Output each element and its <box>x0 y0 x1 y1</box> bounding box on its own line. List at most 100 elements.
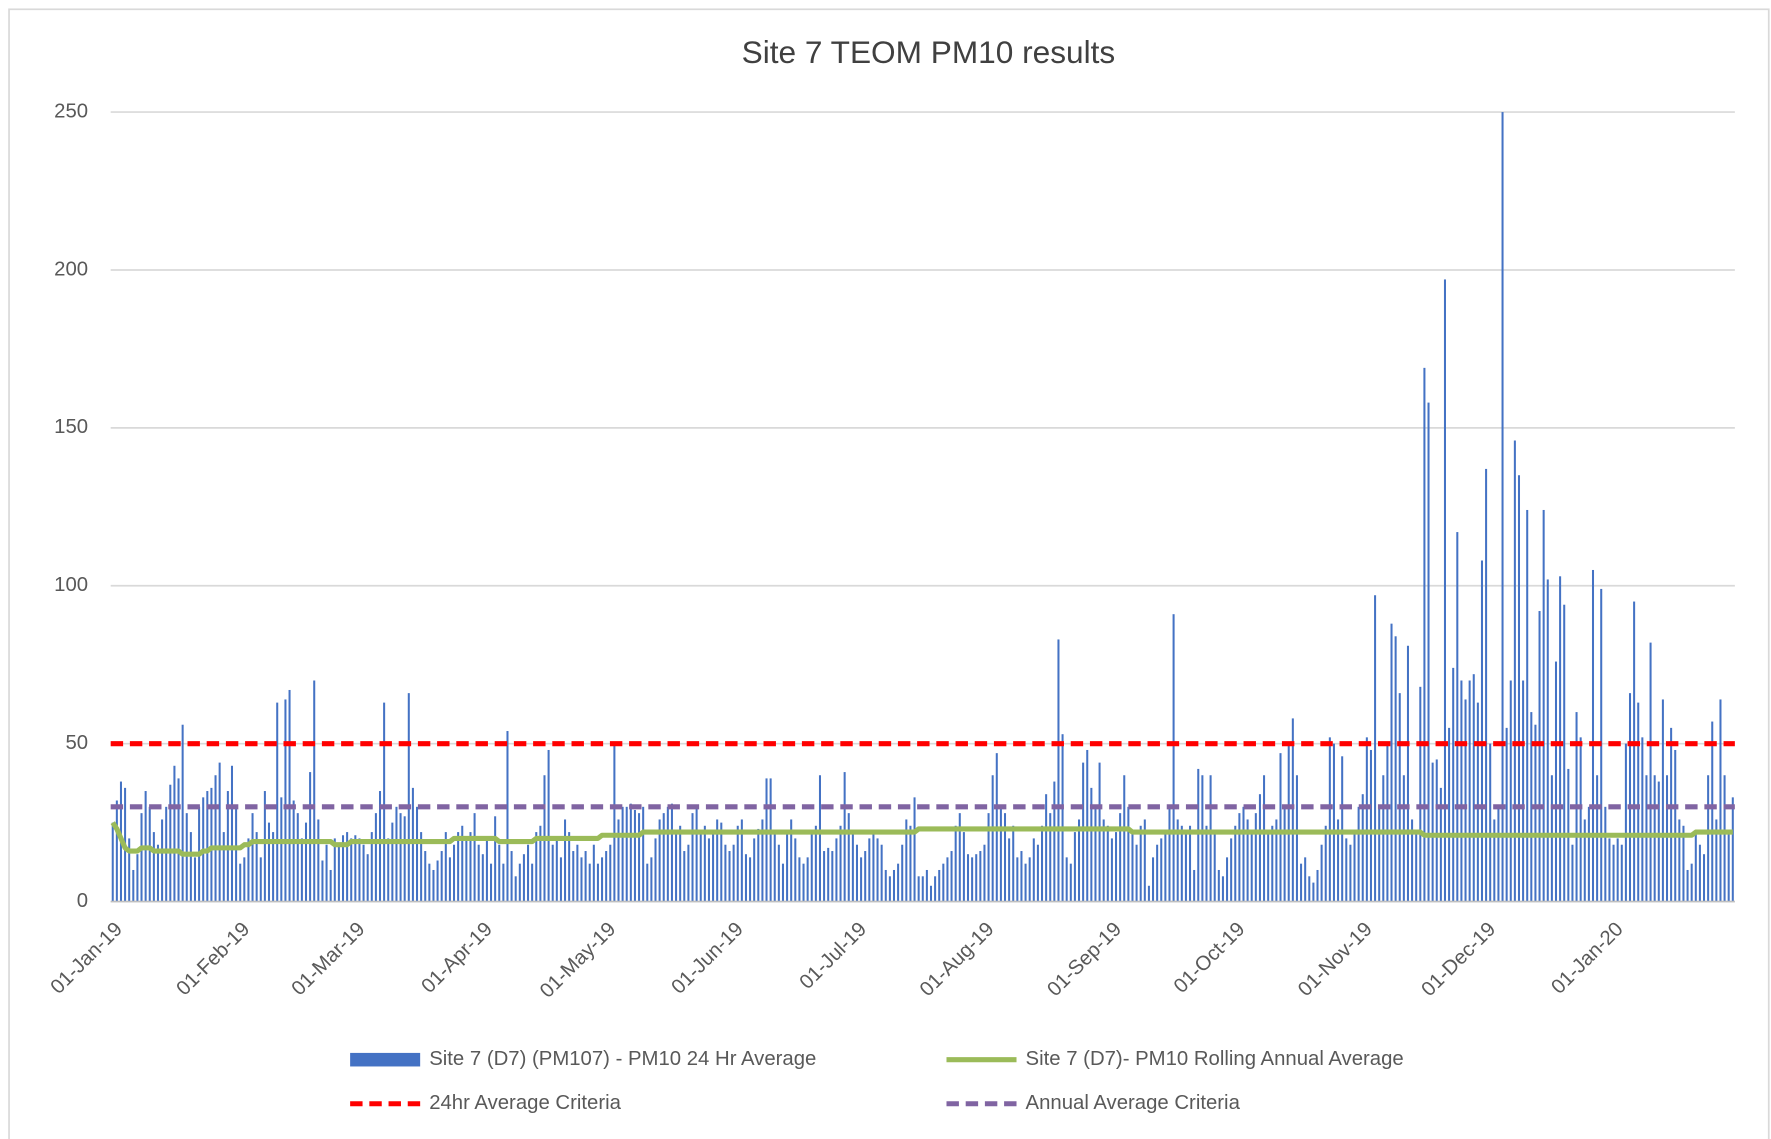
bar <box>913 797 916 902</box>
bar <box>617 819 620 902</box>
bar <box>358 838 361 902</box>
bar <box>1661 699 1664 902</box>
bar <box>247 838 250 902</box>
bar <box>288 689 291 902</box>
bar <box>584 851 587 902</box>
bar <box>321 860 324 902</box>
bar <box>230 765 234 902</box>
bar <box>337 844 340 902</box>
bar <box>1497 806 1500 902</box>
bar <box>839 825 842 902</box>
bar <box>1563 604 1566 902</box>
bar <box>1193 869 1196 902</box>
chart-title: Site 7 TEOM PM10 results <box>742 34 1116 70</box>
bar <box>1263 775 1266 902</box>
bar <box>1069 863 1072 902</box>
bar <box>1378 806 1381 902</box>
bar <box>531 863 534 902</box>
bar <box>1131 832 1134 902</box>
legend: Site 7 (D7) (PM107) - PM10 24 Hr Average… <box>350 1048 1404 1114</box>
bar <box>1707 775 1710 902</box>
bar <box>481 854 484 902</box>
bar <box>387 838 390 902</box>
bar <box>757 828 760 902</box>
bar <box>152 832 155 902</box>
bar <box>1711 721 1714 902</box>
bar <box>132 869 135 902</box>
bar <box>1275 819 1278 902</box>
bar <box>1016 857 1019 902</box>
legend-label: Site 7 (D7)- PM10 Rolling Annual Average <box>1026 1048 1404 1070</box>
bar <box>670 803 673 902</box>
bar <box>564 819 567 902</box>
bar <box>1361 794 1364 902</box>
bar <box>181 724 184 902</box>
bar <box>831 851 834 902</box>
bar <box>1596 775 1599 902</box>
bar <box>1061 734 1064 902</box>
bar <box>1538 611 1541 902</box>
y-tick-label: 0 <box>77 890 88 912</box>
bar <box>292 800 295 902</box>
bar <box>440 851 443 902</box>
bar <box>1423 367 1426 902</box>
bar <box>1156 844 1159 902</box>
bar <box>1300 863 1303 902</box>
bar <box>1160 838 1163 902</box>
bar <box>633 809 636 902</box>
bar <box>749 857 752 902</box>
bar <box>798 857 801 902</box>
bar <box>1045 794 1048 902</box>
bar <box>169 784 172 902</box>
bar <box>378 791 382 902</box>
bar <box>835 838 838 902</box>
legend-label: Annual Average Criteria <box>1026 1092 1241 1114</box>
bar <box>276 702 279 902</box>
bar <box>1106 825 1109 902</box>
bar <box>354 835 357 902</box>
bar <box>625 806 628 902</box>
bar <box>1172 614 1175 902</box>
bar <box>1057 639 1060 902</box>
bar <box>605 851 608 902</box>
bar <box>535 832 538 902</box>
bar <box>1612 844 1615 902</box>
bar <box>296 813 299 902</box>
bar <box>210 787 213 902</box>
bar <box>506 731 509 902</box>
bar <box>814 825 817 902</box>
y-tick-label: 250 <box>54 100 88 122</box>
bar <box>695 806 698 902</box>
bar <box>1164 832 1167 902</box>
bar <box>469 832 472 902</box>
bar <box>1517 475 1521 902</box>
bar <box>1324 825 1327 902</box>
bar <box>724 844 727 902</box>
bar <box>436 860 439 902</box>
bar <box>1583 819 1586 902</box>
bar <box>979 851 982 902</box>
bar <box>1201 775 1204 902</box>
bar <box>1267 832 1270 902</box>
bar <box>675 832 678 902</box>
bar <box>173 765 176 902</box>
bar <box>642 806 645 902</box>
bar <box>987 813 990 902</box>
bar <box>1456 532 1459 902</box>
bar <box>1723 775 1726 902</box>
bar <box>666 806 669 902</box>
bar <box>720 822 723 902</box>
bar <box>527 844 530 902</box>
bar <box>1616 838 1619 902</box>
bar <box>1670 727 1673 902</box>
bar <box>1657 781 1660 902</box>
bar <box>539 825 542 902</box>
bar <box>1587 806 1590 902</box>
bar <box>453 844 456 902</box>
bar <box>1476 702 1479 902</box>
bar <box>1678 819 1681 902</box>
bar <box>1098 762 1101 902</box>
legend-label: Site 7 (D7) (PM107) - PM10 24 Hr Average <box>429 1048 816 1070</box>
bar <box>872 832 875 902</box>
bar <box>786 832 789 902</box>
